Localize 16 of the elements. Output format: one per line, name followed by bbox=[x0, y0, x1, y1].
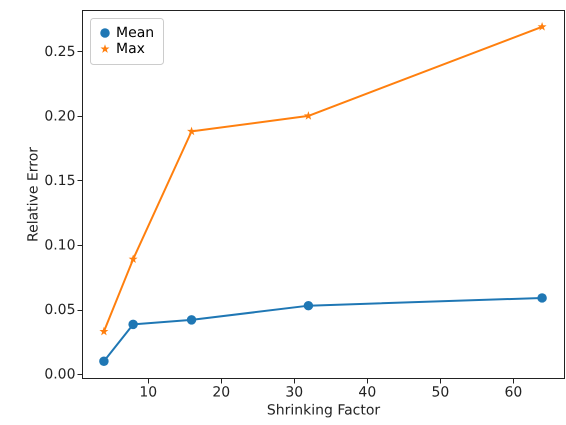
x-tick-label: 10 bbox=[139, 384, 158, 400]
legend-label: Max bbox=[116, 41, 145, 57]
x-tick-label: 40 bbox=[358, 384, 376, 400]
y-tick-label: 0.15 bbox=[44, 172, 76, 189]
y-tick-label: 0.25 bbox=[44, 44, 76, 60]
legend-label: Mean bbox=[116, 25, 154, 41]
y-tick-label: 0.20 bbox=[44, 108, 76, 124]
x-tick-label: 30 bbox=[285, 384, 304, 400]
y-axis-title: Relative Error bbox=[25, 146, 42, 242]
y-tick-label: 0.00 bbox=[44, 366, 76, 383]
y-tick-label: 0.05 bbox=[44, 302, 76, 318]
x-tick-label: 20 bbox=[212, 384, 230, 400]
x-tick-label: 50 bbox=[431, 384, 450, 400]
x-axis-title: Shrinking Factor bbox=[266, 402, 380, 418]
x-tick-label: 60 bbox=[504, 384, 522, 400]
y-tick-label: 0.10 bbox=[44, 238, 76, 254]
